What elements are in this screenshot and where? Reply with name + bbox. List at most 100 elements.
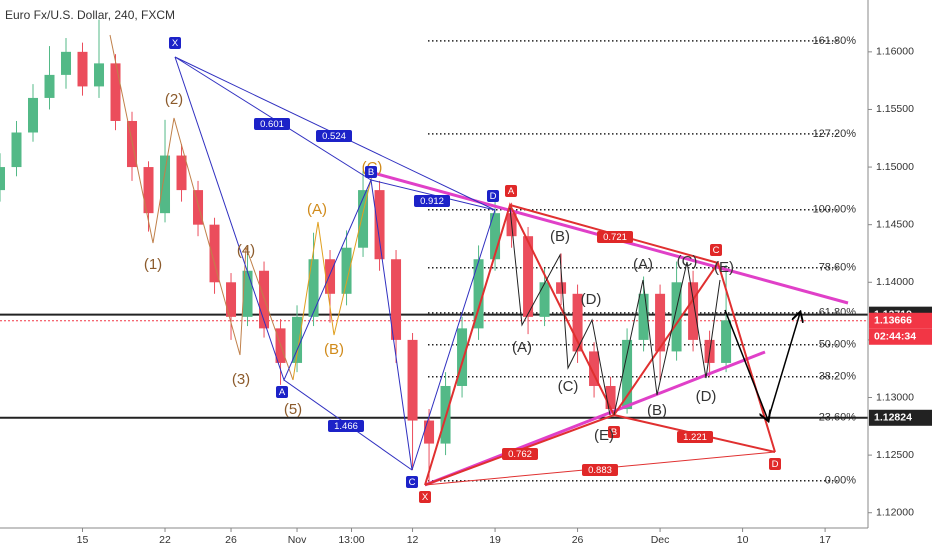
fib-label: 0.00%: [825, 475, 856, 487]
annotation: (3): [232, 371, 250, 388]
y-tick-label: 1.12000: [876, 506, 914, 518]
annotation-box: [769, 458, 781, 470]
annotation: 0.721: [603, 232, 627, 243]
annotation: (2): [165, 91, 183, 108]
fib-label: 38.20%: [819, 371, 857, 383]
candle-body: [391, 259, 402, 340]
x-tick-label: 15: [77, 534, 89, 546]
candle-body: [127, 120, 138, 168]
candle-body: [688, 282, 699, 340]
x-tick-label: 13:00: [338, 534, 364, 546]
candle-body: [226, 282, 237, 317]
annotation: (C): [558, 378, 579, 395]
candle-body: [721, 320, 732, 363]
annotation: 0.762: [508, 449, 532, 460]
annotation: D: [772, 459, 779, 470]
candle-body: [341, 247, 352, 294]
candle-body: [61, 51, 72, 75]
fib-label: 127.20%: [813, 128, 857, 140]
annotation: (D): [581, 291, 602, 308]
annotation: 0.883: [588, 465, 612, 476]
candle-body: [671, 282, 682, 352]
candle-body: [325, 259, 336, 294]
y-tick-label: 1.15000: [876, 161, 914, 173]
candle-body: [655, 293, 666, 352]
annotation-box: [419, 491, 431, 503]
candle-body: [143, 167, 154, 214]
fib-label: 61.80%: [819, 307, 857, 319]
candle-body: [77, 51, 88, 87]
candle-body: [490, 213, 501, 260]
annotation: (5): [284, 401, 302, 418]
candle-body: [292, 316, 303, 363]
x-tick-label: 26: [572, 534, 584, 546]
annotation: (E): [714, 259, 734, 276]
x-tick-label: 26: [225, 534, 237, 546]
annotation-box: [328, 420, 364, 432]
candle-body: [457, 328, 468, 386]
candle-body: [193, 190, 204, 225]
candle-body: [572, 293, 583, 352]
annotation: C: [409, 477, 416, 488]
y-tick-label: 1.16000: [876, 46, 914, 58]
wave-line: [292, 174, 373, 381]
annotation: (A): [512, 339, 532, 356]
candle-body: [622, 339, 633, 410]
fib-label: 78.60%: [819, 262, 857, 274]
annotation-box: [597, 231, 633, 243]
y-tick-label: 1.12500: [876, 449, 914, 461]
annotation: (D): [696, 388, 717, 405]
trend-line: [424, 350, 766, 487]
y-tick-label: 1.13000: [876, 391, 914, 403]
x-tick-label: 17: [819, 534, 831, 546]
annotation: 0.912: [420, 196, 444, 207]
annotation-box: [169, 37, 181, 49]
annotation-box: [582, 464, 618, 476]
candle-body: [523, 236, 534, 317]
annotation: X: [422, 492, 429, 503]
candle-body: [259, 270, 270, 329]
annotation: 1.466: [334, 421, 358, 432]
fib-label: 50.00%: [819, 339, 857, 351]
fib-label: 161.80%: [813, 35, 857, 47]
candle-body: [110, 63, 121, 121]
candle-body: [242, 270, 253, 317]
annotation-box: [406, 476, 418, 488]
annotation: (B): [647, 402, 667, 419]
annotation: (E): [594, 427, 614, 444]
wave-line: [613, 261, 721, 416]
candle-body: [374, 190, 385, 260]
candle-body: [308, 259, 319, 317]
annotation: 0.601: [260, 119, 284, 130]
candle-body: [44, 74, 55, 98]
annotation: 0.524: [322, 131, 346, 142]
annotation: B: [611, 427, 617, 438]
annotation: C: [713, 245, 720, 256]
x-tick-label: Nov: [288, 534, 307, 546]
candle-body: [424, 420, 435, 444]
annotation: A: [279, 387, 286, 398]
candle-body: [176, 155, 187, 191]
fib-label: 100.00%: [813, 204, 857, 216]
price-label: 1.13666: [874, 315, 912, 327]
annotation: (B): [550, 228, 570, 245]
candle-body: [358, 190, 369, 248]
x-tick-label: 10: [737, 534, 749, 546]
annotation-box: [487, 190, 499, 202]
annotation: (A): [633, 256, 653, 273]
annotation-box: [677, 431, 713, 443]
annotation: D: [490, 191, 497, 202]
candle-body: [605, 385, 616, 410]
annotation: (B): [324, 341, 344, 358]
y-tick-label: 1.15500: [876, 103, 914, 115]
candle-body: [539, 282, 550, 317]
annotation-box: [414, 195, 450, 207]
annotation: (A): [307, 201, 327, 218]
candle-body: [0, 167, 5, 191]
candle-body: [209, 224, 220, 283]
annotation: (4): [237, 242, 255, 259]
arrow: [767, 313, 800, 421]
wave-line: [509, 207, 611, 416]
price-label-box: [869, 312, 932, 329]
x-tick-label: Dec: [651, 534, 670, 546]
